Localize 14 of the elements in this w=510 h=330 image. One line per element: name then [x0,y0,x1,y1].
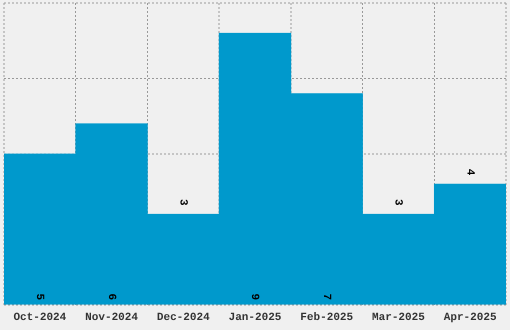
x-tick-label: Nov-2024 [85,312,138,324]
data-label: 6 [104,293,117,300]
data-label: 5 [33,293,46,300]
data-label: 4 [463,168,476,176]
x-tick-label: Feb-2025 [300,312,354,324]
x-tick-label: Dec-2024 [156,312,210,324]
x-tick-label: Apr-2025 [444,312,497,324]
data-label: 7 [320,293,332,300]
x-tick-label: Oct-2024 [13,312,67,324]
x-tick-label: Jan-2025 [228,312,282,324]
data-label: 9 [248,293,260,300]
data-label: 3 [392,198,404,206]
data-label: 3 [176,198,189,206]
x-tick-label: Mar-2025 [372,312,426,324]
